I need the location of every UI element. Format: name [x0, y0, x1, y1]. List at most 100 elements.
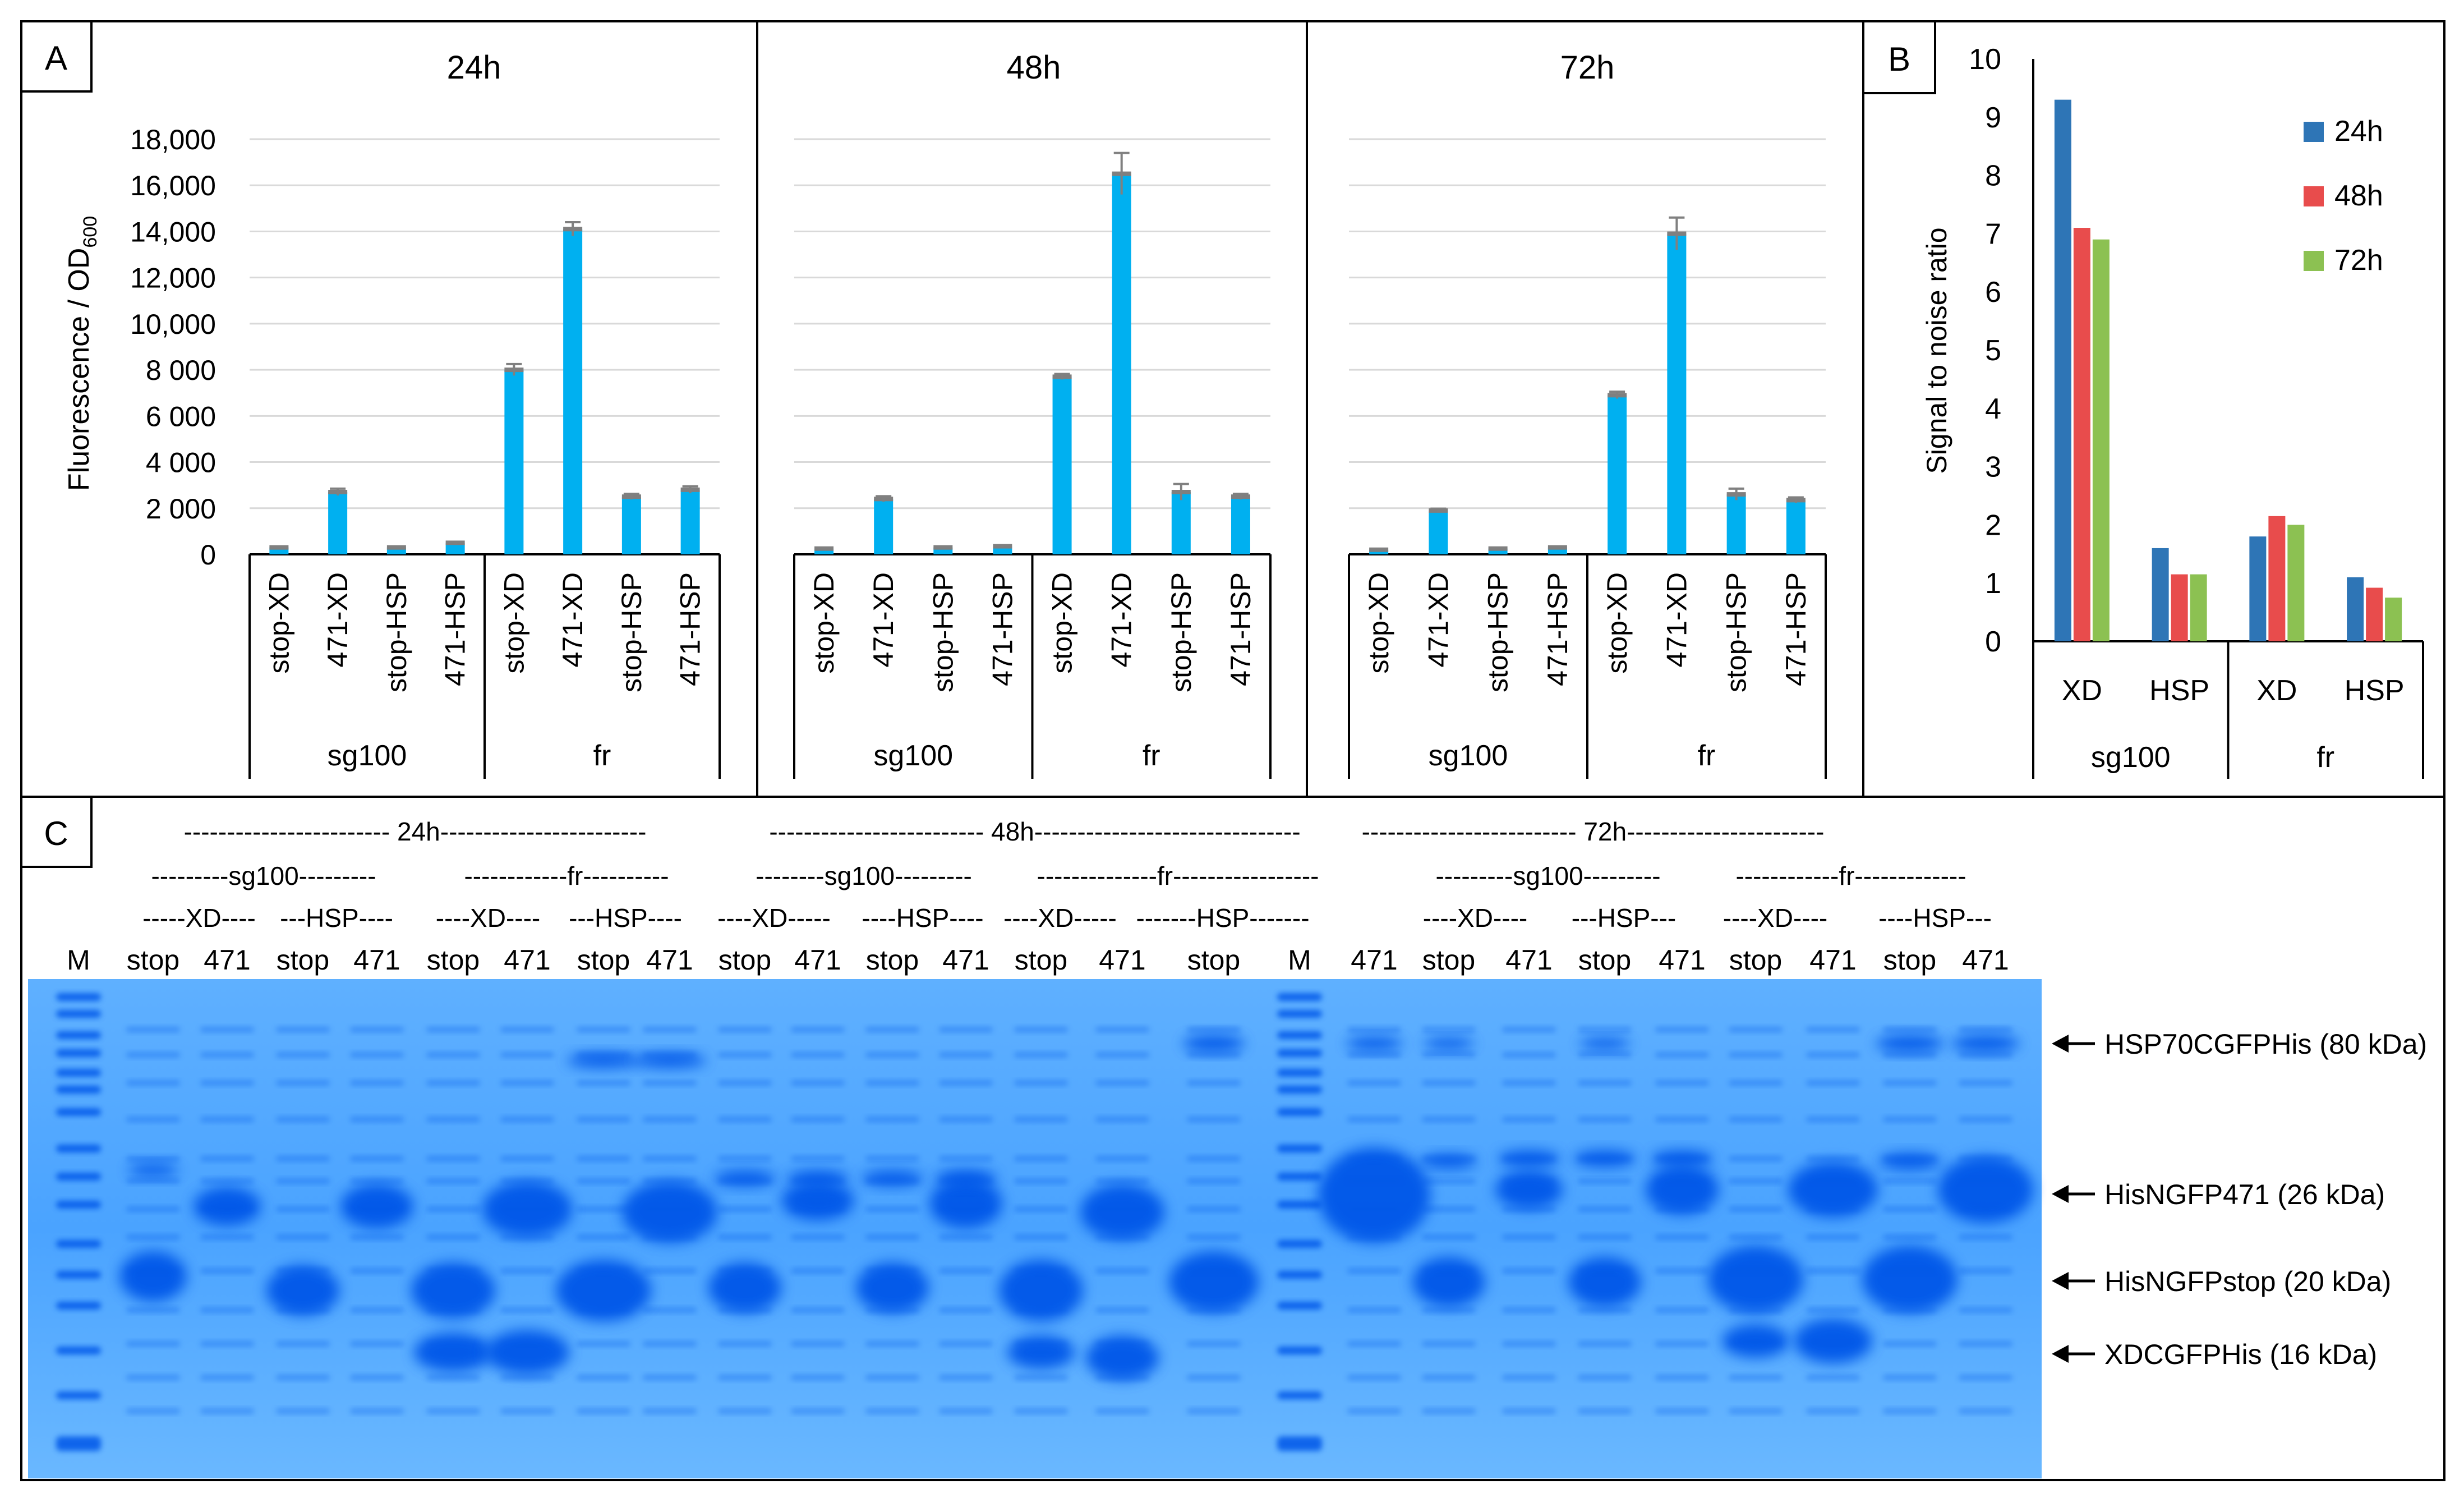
minor-band — [791, 1268, 845, 1274]
minor-band — [500, 1027, 554, 1032]
category-label: 471-HSP — [1542, 572, 1573, 686]
minor-band — [1959, 1307, 2012, 1313]
minor-band — [1347, 1408, 1401, 1414]
minor-band — [643, 1268, 697, 1274]
minor-band — [1655, 1375, 1709, 1380]
svg-text:A: A — [45, 39, 67, 77]
minor-band — [350, 1117, 404, 1122]
minor-band — [426, 1234, 480, 1240]
construct-header: ---------sg100--------- — [1435, 861, 1660, 890]
minor-band — [1883, 1117, 1937, 1122]
y-tick-label: 4 000 — [146, 447, 216, 479]
minor-band — [1729, 1156, 1783, 1161]
protein-band — [622, 1181, 717, 1243]
minor-band — [1422, 1178, 1476, 1184]
category-label: stop-HSP — [381, 572, 412, 692]
chart-signal-to-noise: 0 1 2 3 4 5 6 7 8 9 10 Signal to noise ratio XD HSP XD… — [1921, 43, 2424, 779]
protein-band — [781, 1181, 854, 1220]
minor-band — [500, 1156, 554, 1161]
band-arrow-head — [2052, 1035, 2069, 1053]
minor-band — [643, 1156, 697, 1161]
minor-band — [1883, 1080, 1937, 1086]
minor-band — [1187, 1027, 1241, 1032]
minor-band — [1422, 1408, 1476, 1414]
band-label: HSP70CGFPHis (80 kDa) — [2104, 1028, 2427, 1060]
minor-band — [718, 1206, 772, 1212]
chart-title: 48h — [1007, 49, 1061, 86]
minor-band — [1347, 1080, 1401, 1086]
minor-band — [1422, 1375, 1476, 1380]
minor-band — [426, 1408, 480, 1414]
minor-band — [1806, 1027, 1860, 1032]
protein-band — [266, 1265, 339, 1316]
minor-band — [1014, 1408, 1068, 1414]
protein-header: ---HSP---- — [280, 903, 393, 933]
protein-band — [1708, 1246, 1803, 1313]
marker-band — [56, 1086, 101, 1094]
minor-band — [426, 1375, 480, 1380]
category-label: 471-HSP — [1225, 572, 1256, 686]
minor-band — [1729, 1080, 1783, 1086]
protein-band — [1568, 1257, 1641, 1307]
minor-band — [718, 1341, 772, 1347]
minor-band — [1959, 1234, 2012, 1240]
minor-band — [276, 1156, 330, 1161]
marker-band — [56, 1347, 101, 1354]
svg-text:B: B — [1888, 40, 1910, 78]
protein-band — [119, 1251, 187, 1302]
minor-band — [500, 1052, 554, 1058]
lane-label: 471 — [1351, 944, 1397, 976]
protein-header: ----XD----- — [717, 903, 831, 933]
protein-band — [1651, 1150, 1713, 1167]
minor-band — [1578, 1234, 1632, 1240]
minor-band — [1883, 1178, 1937, 1184]
minor-band — [1959, 1375, 2012, 1380]
protein-band — [128, 1164, 178, 1176]
minor-band — [276, 1375, 330, 1380]
minor-band — [1187, 1080, 1241, 1086]
minor-band — [1729, 1234, 1783, 1240]
bar-24h-XD — [2054, 99, 2071, 641]
bar-471-HSP — [1231, 497, 1250, 554]
minor-band — [426, 1052, 480, 1058]
legend-label: 24h — [2334, 115, 2383, 148]
minor-band — [939, 1341, 993, 1347]
bar-24h-HSP — [2152, 548, 2169, 641]
bar-72h-XD — [2092, 239, 2110, 641]
marker-band — [56, 1436, 101, 1451]
bar-stop-HSP — [1488, 548, 1508, 554]
minor-band — [718, 1027, 772, 1032]
minor-band — [643, 1375, 697, 1380]
legend-swatch — [2304, 122, 2324, 142]
marker-band — [1277, 1271, 1322, 1279]
minor-band — [350, 1268, 404, 1274]
minor-band — [1187, 1117, 1241, 1122]
minor-band — [1347, 1052, 1401, 1058]
legend-swatch — [2304, 251, 2324, 271]
minor-band — [1502, 1027, 1556, 1032]
lane-label: 471 — [1099, 944, 1145, 976]
band-arrow-head — [2052, 1272, 2069, 1290]
chart-title: 72h — [1560, 49, 1615, 86]
minor-band — [500, 1375, 554, 1380]
minor-band — [1806, 1080, 1860, 1086]
minor-band — [1655, 1307, 1709, 1313]
category-label: stop-XD — [1047, 572, 1078, 674]
lane-label: 471 — [794, 944, 841, 976]
minor-band — [1502, 1268, 1556, 1274]
minor-band — [350, 1027, 404, 1032]
lane-label: 471 — [504, 944, 550, 976]
minor-band — [426, 1080, 480, 1086]
minor-band — [577, 1234, 630, 1240]
minor-band — [350, 1408, 404, 1414]
category-label: 471-XD — [1422, 572, 1454, 668]
minor-band — [718, 1080, 772, 1086]
chart-48h: 48h stop-XD 471-XD stop-HSP 471-HSP stop-XD 47… — [793, 49, 1272, 779]
minor-band — [1883, 1234, 1937, 1240]
minor-band — [350, 1178, 404, 1184]
minor-band — [200, 1156, 254, 1161]
minor-band — [200, 1375, 254, 1380]
lane-label: stop — [277, 944, 330, 976]
minor-band — [1095, 1268, 1149, 1274]
minor-band — [865, 1408, 919, 1414]
